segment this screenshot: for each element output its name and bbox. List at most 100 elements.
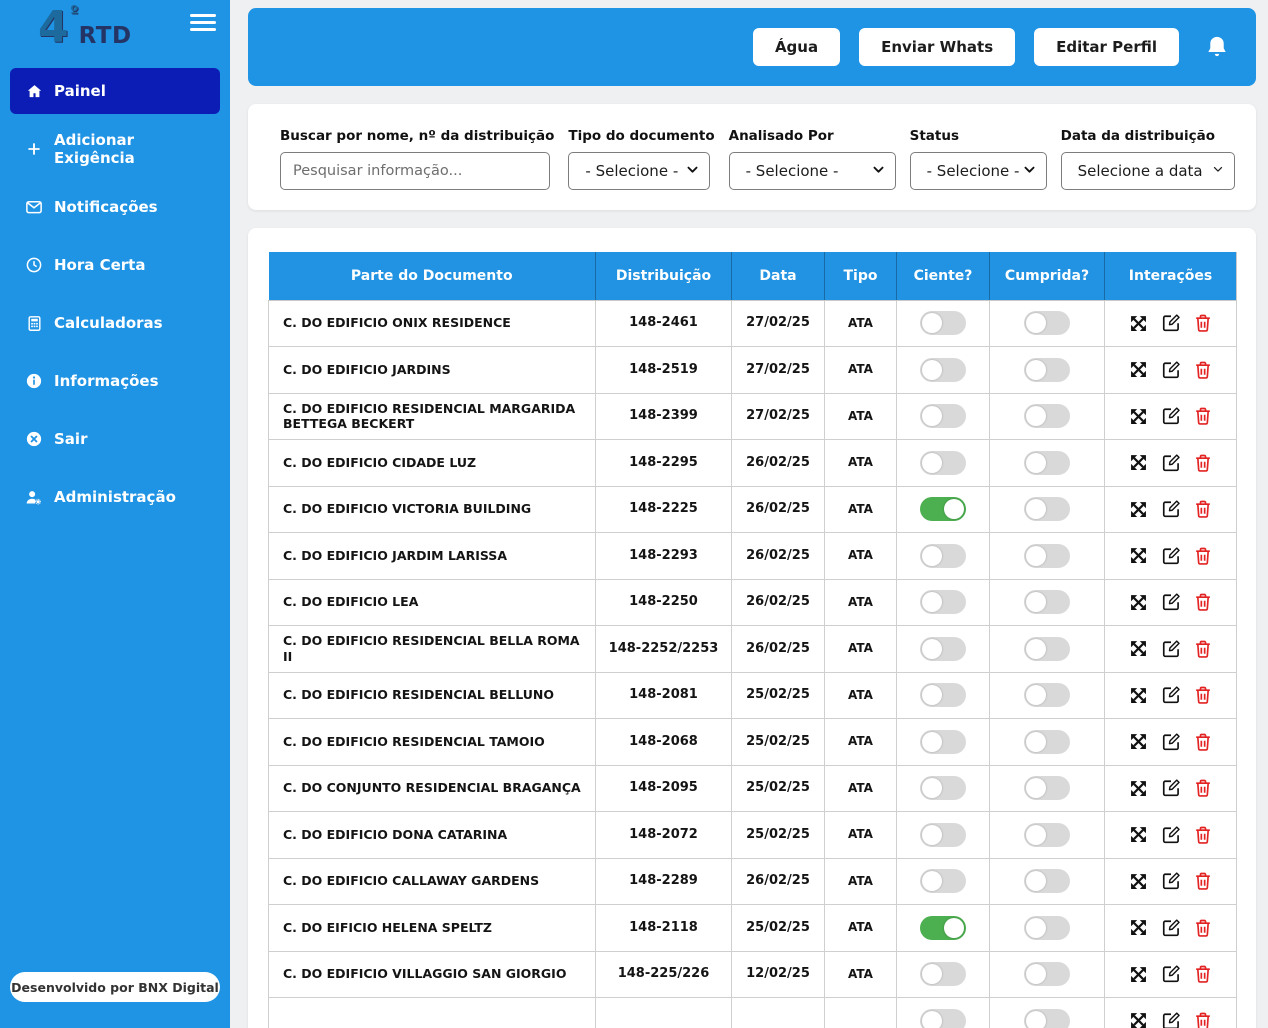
expand-icon[interactable] — [1128, 499, 1149, 520]
enviar-whats-button[interactable]: Enviar Whats — [859, 28, 1016, 66]
edit-icon[interactable] — [1160, 685, 1181, 706]
cumprida-toggle[interactable] — [1024, 357, 1070, 382]
cumprida-toggle[interactable] — [1024, 497, 1070, 522]
ciente-toggle[interactable] — [920, 311, 966, 336]
expand-icon[interactable] — [1128, 452, 1149, 473]
status-select[interactable]: - Selecione - — [909, 152, 1047, 190]
expand-icon[interactable] — [1128, 685, 1149, 706]
delete-icon[interactable] — [1192, 406, 1213, 427]
ciente-toggle[interactable] — [920, 962, 966, 987]
edit-icon[interactable] — [1160, 406, 1181, 427]
expand-icon[interactable] — [1128, 638, 1149, 659]
agua-button[interactable]: Água — [752, 28, 841, 66]
menu-icon[interactable] — [190, 10, 216, 35]
sidebar-item-informacoes[interactable]: Informações — [10, 358, 220, 404]
expand-icon[interactable] — [1128, 545, 1149, 566]
delete-icon[interactable] — [1192, 824, 1213, 845]
document-type-select[interactable]: - Selecione - — [568, 152, 711, 190]
sidebar-item-calculadoras[interactable]: Calculadoras — [10, 300, 220, 346]
edit-icon[interactable] — [1160, 917, 1181, 938]
edit-icon[interactable] — [1160, 1010, 1181, 1028]
delete-icon[interactable] — [1192, 638, 1213, 659]
edit-icon[interactable] — [1160, 824, 1181, 845]
expand-icon[interactable] — [1128, 1010, 1149, 1028]
edit-icon[interactable] — [1160, 452, 1181, 473]
ciente-toggle[interactable] — [920, 1008, 966, 1028]
delete-icon[interactable] — [1192, 592, 1213, 613]
cumprida-toggle[interactable] — [1024, 404, 1070, 429]
notifications-bell-icon[interactable] — [1202, 30, 1232, 64]
ciente-toggle[interactable] — [920, 357, 966, 382]
delete-icon[interactable] — [1192, 499, 1213, 520]
delete-icon[interactable] — [1192, 731, 1213, 752]
cumprida-toggle[interactable] — [1024, 776, 1070, 801]
delete-icon[interactable] — [1192, 778, 1213, 799]
expand-icon[interactable] — [1128, 778, 1149, 799]
edit-icon[interactable] — [1160, 499, 1181, 520]
cumprida-toggle[interactable] — [1024, 869, 1070, 894]
analyzed-by-select[interactable]: - Selecione - — [728, 152, 896, 190]
ciente-toggle[interactable] — [920, 636, 966, 661]
sidebar-item-sair[interactable]: Sair — [10, 416, 220, 462]
cumprida-toggle[interactable] — [1024, 1008, 1070, 1028]
expand-icon[interactable] — [1128, 359, 1149, 380]
sidebar-item-notificacoes[interactable]: Notificações — [10, 184, 220, 230]
sidebar-item-hora-certa[interactable]: Hora Certa — [10, 242, 220, 288]
delete-icon[interactable] — [1192, 964, 1213, 985]
type-cell — [824, 997, 897, 1028]
delete-icon[interactable] — [1192, 359, 1213, 380]
delete-icon[interactable] — [1192, 685, 1213, 706]
expand-icon[interactable] — [1128, 871, 1149, 892]
delete-icon[interactable] — [1192, 545, 1213, 566]
chevron-down-icon — [1022, 162, 1037, 181]
cumprida-toggle[interactable] — [1024, 822, 1070, 847]
edit-icon[interactable] — [1160, 638, 1181, 659]
sidebar-item-adicionar-exigencia[interactable]: Adicionar Exigência — [10, 126, 220, 172]
ciente-toggle[interactable] — [920, 776, 966, 801]
cumprida-toggle[interactable] — [1024, 683, 1070, 708]
expand-icon[interactable] — [1128, 313, 1149, 334]
cumprida-toggle[interactable] — [1024, 450, 1070, 475]
ciente-toggle[interactable] — [920, 822, 966, 847]
ciente-toggle[interactable] — [920, 543, 966, 568]
cumprida-toggle[interactable] — [1024, 729, 1070, 754]
sidebar-item-painel[interactable]: Painel — [10, 68, 220, 114]
cumprida-toggle[interactable] — [1024, 543, 1070, 568]
editar-perfil-button[interactable]: Editar Perfil — [1034, 28, 1179, 66]
expand-icon[interactable] — [1128, 406, 1149, 427]
expand-icon[interactable] — [1128, 917, 1149, 938]
cumprida-toggle[interactable] — [1024, 590, 1070, 615]
edit-icon[interactable] — [1160, 592, 1181, 613]
delete-icon[interactable] — [1192, 917, 1213, 938]
ciente-toggle[interactable] — [920, 590, 966, 615]
edit-icon[interactable] — [1160, 964, 1181, 985]
delete-icon[interactable] — [1192, 452, 1213, 473]
edit-icon[interactable] — [1160, 313, 1181, 334]
edit-icon[interactable] — [1160, 731, 1181, 752]
sidebar-item-administracao[interactable]: Administração — [10, 474, 220, 520]
cumprida-toggle[interactable] — [1024, 915, 1070, 940]
edit-icon[interactable] — [1160, 545, 1181, 566]
expand-icon[interactable] — [1128, 964, 1149, 985]
ciente-toggle[interactable] — [920, 404, 966, 429]
expand-icon[interactable] — [1128, 824, 1149, 845]
search-input[interactable] — [280, 152, 550, 190]
edit-icon[interactable] — [1160, 359, 1181, 380]
delete-icon[interactable] — [1192, 871, 1213, 892]
ciente-toggle[interactable] — [920, 915, 966, 940]
distribution-date-select[interactable]: Selecione a data — [1060, 152, 1235, 190]
edit-icon[interactable] — [1160, 871, 1181, 892]
cumprida-toggle[interactable] — [1024, 311, 1070, 336]
cumprida-toggle[interactable] — [1024, 962, 1070, 987]
ciente-toggle[interactable] — [920, 683, 966, 708]
expand-icon[interactable] — [1128, 731, 1149, 752]
ciente-toggle[interactable] — [920, 497, 966, 522]
delete-icon[interactable] — [1192, 1010, 1213, 1028]
ciente-toggle[interactable] — [920, 869, 966, 894]
ciente-toggle[interactable] — [920, 729, 966, 754]
ciente-toggle[interactable] — [920, 450, 966, 475]
expand-icon[interactable] — [1128, 592, 1149, 613]
delete-icon[interactable] — [1192, 313, 1213, 334]
edit-icon[interactable] — [1160, 778, 1181, 799]
cumprida-toggle[interactable] — [1024, 636, 1070, 661]
